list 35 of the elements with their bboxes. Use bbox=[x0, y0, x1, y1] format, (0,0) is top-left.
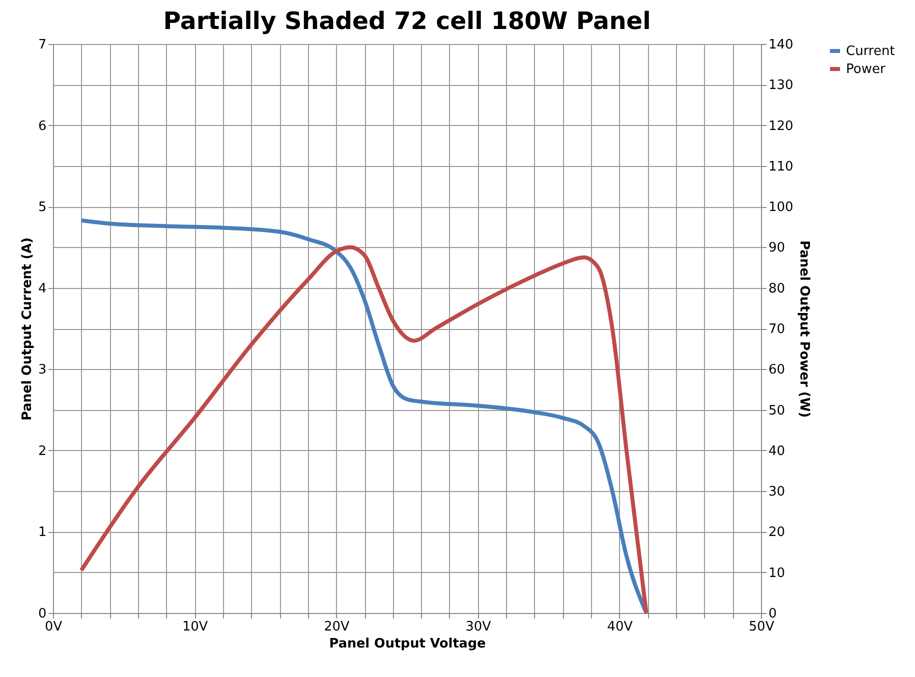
x-tick-label: 30V bbox=[466, 620, 492, 634]
y2-tick-label: 80 bbox=[768, 281, 786, 296]
y-axis-title: Panel Output Current (A) bbox=[20, 237, 36, 421]
y-tick-label: 6 bbox=[38, 118, 46, 134]
y2-tick-label: 20 bbox=[768, 525, 786, 540]
y-tick-label: 7 bbox=[38, 38, 46, 52]
y2-tick-label: 30 bbox=[768, 484, 786, 500]
y2-tick-label: 120 bbox=[768, 118, 794, 134]
y-tick-label: 2 bbox=[38, 444, 46, 459]
y2-tick-label: 130 bbox=[768, 78, 794, 94]
y2-tick-label: 110 bbox=[768, 159, 794, 174]
y-tick-label: 4 bbox=[38, 281, 46, 296]
y2-tick-label: 60 bbox=[768, 362, 786, 378]
legend-label: Current bbox=[846, 44, 895, 59]
y2-axis-title: Panel Output Power (W) bbox=[796, 240, 812, 418]
x-tick-label: 0V bbox=[44, 620, 62, 634]
y2-tick-label: 10 bbox=[768, 566, 786, 581]
y2-tick-label: 90 bbox=[768, 240, 786, 256]
x-tick-label: 50V bbox=[748, 620, 774, 634]
y-tick-label: 0 bbox=[38, 606, 46, 622]
legend-label: Power bbox=[846, 62, 886, 77]
y2-tick-label: 50 bbox=[768, 403, 786, 418]
x-tick-label: 10V bbox=[182, 620, 208, 634]
y-tick-label: 1 bbox=[38, 525, 46, 540]
x-tick-label: 40V bbox=[607, 620, 633, 634]
y-tick-label: 5 bbox=[38, 200, 46, 216]
x-tick-label: 20V bbox=[324, 620, 350, 634]
y-tick-label: 3 bbox=[38, 362, 46, 378]
chart-title: Partially Shaded 72 cell 180W Panel bbox=[163, 7, 651, 35]
y2-tick-label: 70 bbox=[768, 322, 786, 337]
y2-tick-label: 0 bbox=[768, 606, 777, 622]
y2-tick-label: 100 bbox=[768, 200, 794, 216]
x-axis-title: Panel Output Voltage bbox=[329, 636, 486, 652]
y2-tick-label: 40 bbox=[768, 444, 786, 459]
y2-tick-label: 140 bbox=[768, 38, 794, 52]
